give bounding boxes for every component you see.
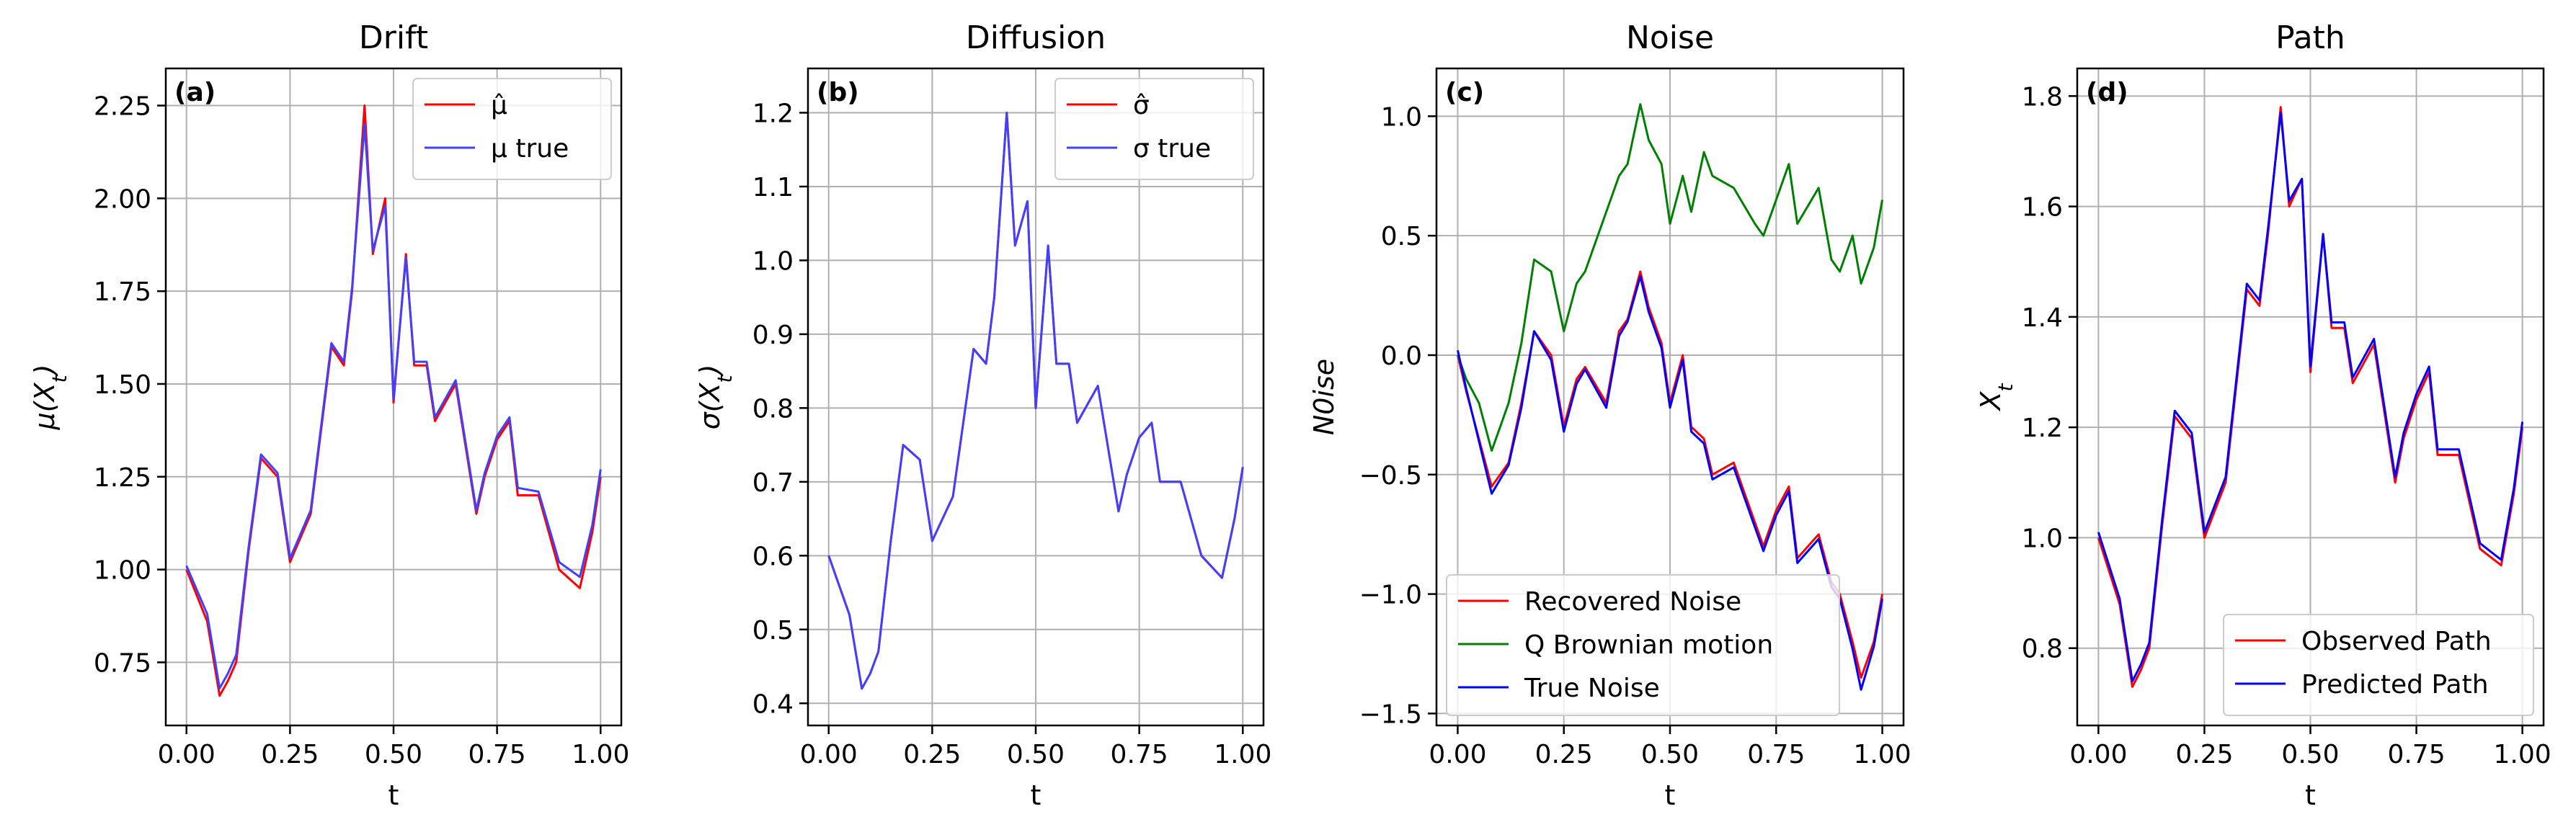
y-axis-label: Xt xyxy=(1975,383,2017,411)
y-tick-label: 1.1 xyxy=(752,173,794,202)
y-tick-label: 1.00 xyxy=(94,556,151,586)
y-tick-label: 1.0 xyxy=(2022,524,2063,553)
x-tick-label: 0.00 xyxy=(2069,740,2127,769)
panel-c: 0.00 0.25 0.50 0.75 1.00 −1.5 −1.0 −0.5 0.0 0.5 1.… xyxy=(1308,19,1911,811)
chart-title: Noise xyxy=(1626,19,1714,56)
legend-entry: σ̂ xyxy=(1133,91,1150,120)
panel-label: (a) xyxy=(174,78,216,107)
series-line-predicted-path xyxy=(2097,111,2524,683)
x-tick-label: 0.75 xyxy=(468,740,526,769)
legend-entry: Recovered Noise xyxy=(1524,587,1741,617)
panel-label: (c) xyxy=(1445,78,1484,107)
y-axis-label: N0ise xyxy=(1308,359,1340,435)
x-tick-label: 0.00 xyxy=(1429,740,1486,769)
y-tick-label: 1.75 xyxy=(94,277,151,307)
legend-entry: Observed Path xyxy=(2301,627,2492,656)
y-tick-label: 2.25 xyxy=(94,92,151,122)
y-tick-label: 0.9 xyxy=(752,321,794,350)
legend-entry: μ true xyxy=(491,134,569,164)
y-tick-label: 0.5 xyxy=(752,616,794,645)
legend-entry: Predicted Path xyxy=(2301,670,2489,700)
y-tick-label: 0.6 xyxy=(752,542,794,571)
y-tick-label: 1.25 xyxy=(94,463,151,493)
x-tick-label: 1.00 xyxy=(572,740,629,769)
x-tick-label: 0.00 xyxy=(158,740,216,769)
legend-entry: Q Brownian motion xyxy=(1524,630,1773,660)
legend: Observed Path Predicted Path xyxy=(2223,614,2534,716)
chart-title: Path xyxy=(2275,19,2345,56)
y-tick-label: 1.6 xyxy=(2022,193,2063,223)
chart-title: Diffusion xyxy=(966,19,1106,56)
y-tick-label: 2.00 xyxy=(94,184,151,214)
x-tick-label: 0.25 xyxy=(2175,740,2233,769)
panel-d: 0.00 0.25 0.50 0.75 1.00 0.8 1.0 1.2 1.4 1.6 1.8 Pa… xyxy=(1975,19,2551,811)
y-tick-label: 0.0 xyxy=(1381,341,1422,371)
y-axis-label: μ(Xt) xyxy=(29,365,71,431)
legend: μ̂ μ true xyxy=(412,78,612,180)
x-tick-label: 1.00 xyxy=(2494,740,2551,769)
x-tick-label: 1.00 xyxy=(1853,740,1911,769)
x-tick-label: 0.50 xyxy=(1007,740,1065,769)
x-axis-label: t xyxy=(1665,779,1676,811)
panel-label: (d) xyxy=(2086,78,2128,107)
legend: Recovered Noise Q Brownian motion True Noi… xyxy=(1446,574,1840,716)
panel-label: (b) xyxy=(817,78,859,107)
y-tick-label: 1.4 xyxy=(2022,303,2063,333)
panel-b: 0.00 0.25 0.50 0.75 1.00 0.4 0.5 0.6 0.7 0.8 0.9 1.… xyxy=(694,19,1271,811)
y-tick-label: 1.2 xyxy=(2022,414,2063,443)
x-tick-label: 0.50 xyxy=(2281,740,2339,769)
y-tick-label: 1.8 xyxy=(2022,82,2063,112)
legend-entry: True Noise xyxy=(1524,674,1660,703)
x-tick-label: 0.75 xyxy=(1111,740,1168,769)
x-tick-label: 0.00 xyxy=(800,740,858,769)
legend-entry: σ true xyxy=(1133,134,1211,164)
y-tick-label: −1.0 xyxy=(1359,581,1422,610)
chart-title: Drift xyxy=(359,19,428,56)
x-tick-label: 0.75 xyxy=(2387,740,2445,769)
legend-entry: μ̂ xyxy=(491,91,507,120)
legend-box xyxy=(412,78,612,180)
y-tick-label: −1.5 xyxy=(1359,700,1422,729)
x-tick-label: 0.25 xyxy=(903,740,961,769)
series-line-σ-true xyxy=(827,112,1244,690)
series-line-q-brownian-motion xyxy=(1457,103,1883,452)
x-axis-label: t xyxy=(2305,779,2316,811)
y-tick-label: 0.5 xyxy=(1381,222,1422,251)
x-axis-label: t xyxy=(388,779,399,811)
x-axis-label: t xyxy=(1031,779,1041,811)
x-tick-label: 0.50 xyxy=(365,740,422,769)
series-line-μ-true xyxy=(185,122,602,689)
y-tick-label: 0.8 xyxy=(2022,635,2063,664)
y-tick-label: 1.50 xyxy=(94,370,151,400)
x-tick-label: 0.25 xyxy=(261,740,319,769)
y-axis-label: σ(Xt) xyxy=(694,365,737,430)
y-tick-label: 0.4 xyxy=(752,689,794,719)
x-tick-label: 0.25 xyxy=(1535,740,1593,769)
y-tick-label: −0.5 xyxy=(1359,461,1422,491)
legend: σ̂ σ true xyxy=(1054,78,1254,180)
y-tick-label: 0.7 xyxy=(752,468,794,498)
y-tick-label: 0.75 xyxy=(94,648,151,678)
legend-box xyxy=(1054,78,1254,180)
series-line-true-noise xyxy=(1457,275,1883,691)
panel-a: 0.00 0.25 0.50 0.75 1.00 0.75 1.00 1.25 1.50 1.75… xyxy=(29,19,629,811)
x-tick-label: 1.00 xyxy=(1214,740,1271,769)
y-tick-label: 1.2 xyxy=(752,99,794,128)
legend-box xyxy=(2223,614,2534,716)
y-tick-label: 1.0 xyxy=(1381,102,1422,132)
legend-box xyxy=(1446,574,1840,716)
y-tick-label: 0.8 xyxy=(752,394,794,424)
x-tick-label: 0.75 xyxy=(1747,740,1805,769)
x-tick-label: 0.50 xyxy=(1641,740,1699,769)
y-tick-label: 1.0 xyxy=(752,246,794,276)
